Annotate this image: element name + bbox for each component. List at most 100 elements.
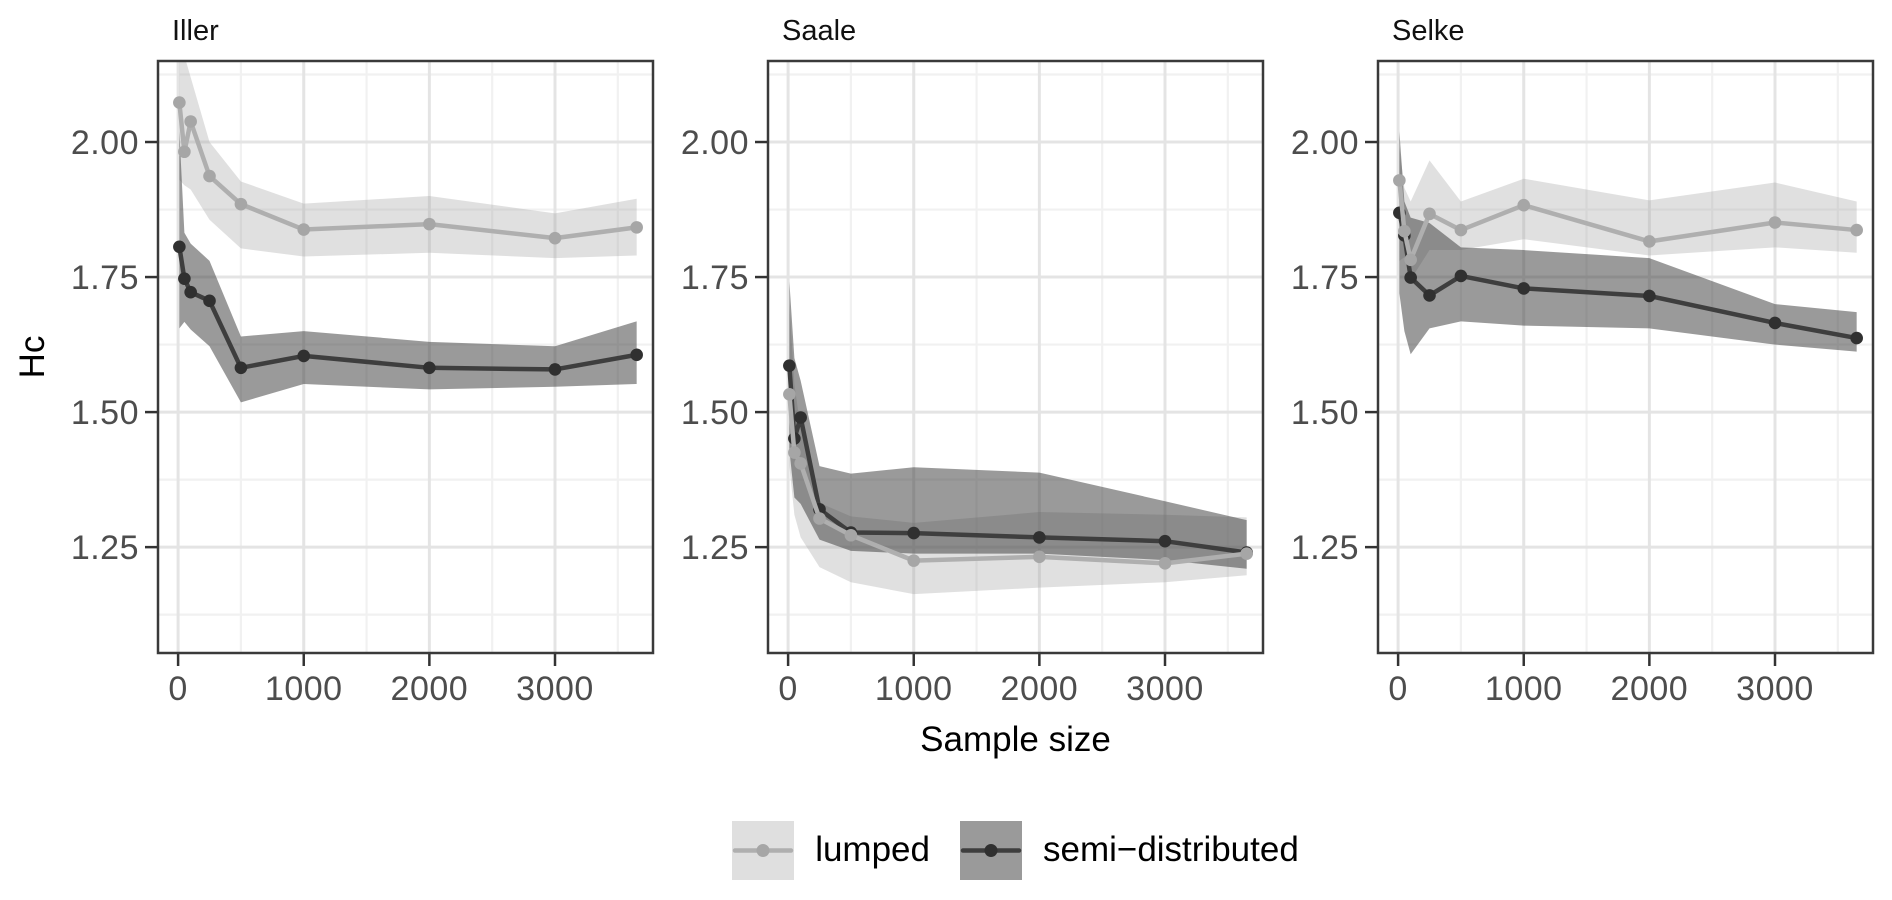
x-tick-label: 3000 [1736,670,1814,708]
series-lumped-point [794,457,808,470]
x-tick-label: 1000 [1485,670,1563,708]
series-semi-distributed-point [907,526,921,540]
series-semi-distributed-point [1643,289,1656,303]
series-lumped-point [1398,224,1411,238]
series-lumped-point [1404,253,1418,267]
x-tick-label: 0 [169,670,188,708]
y-tick-label: 1.25 [1291,529,1359,567]
series-semi-distributed-point [423,361,436,375]
series-lumped-point [1517,198,1531,212]
series-semi-distributed-point [297,349,311,363]
y-tick-label: 1.75 [681,259,749,297]
legend-label-lumped: lumped [815,830,930,869]
panel-chart-selke: Selke 0 1000 2000 3000 1.25 1.50 1.75 2.00 [1291,15,1875,708]
series-semi-distributed-point [234,361,248,375]
series-lumped-point [423,217,436,231]
legend-label-semi: semi−distributed [1042,830,1299,869]
series-lumped-point [297,223,311,236]
series-lumped-point [1769,216,1782,229]
x-tick-label: 1000 [265,670,343,708]
series-semi-distributed-point [1517,282,1531,295]
series-lumped-point [184,115,198,128]
series-lumped-point [549,231,562,245]
gridlines-selke [1378,61,1874,653]
series-lumped-point [630,221,644,234]
facet-label-saale: Saale [782,15,856,47]
ribbon-semi [1399,131,1857,355]
panel-border-iller [157,59,655,655]
series-semi-distributed-point [203,294,217,308]
data-layer-iller [173,61,644,403]
legend-key-semi-point [984,843,998,857]
series-lumped-point [1643,235,1656,248]
series-semi-distributed-point [630,348,644,362]
ribbon-lumped [1399,147,1857,280]
y-tick-label: 1.50 [71,394,139,432]
y-tick-label: 1.50 [681,394,749,432]
series-semi-distributed-point [1404,271,1418,284]
series-semi-distributed-point [1423,289,1437,302]
legend-key-lumped-point [756,843,770,857]
series-lumped-point [813,512,827,525]
legend-key-lumped [732,843,794,857]
legend-key-semi [960,843,1022,857]
series-lumped-point [907,554,921,567]
x-tick-label: 3000 [1126,670,1204,708]
series-lumped-point [1240,547,1254,560]
x-tick-label: 2000 [391,670,469,708]
data-layer-selke [1393,131,1864,355]
series-lumped-point [788,446,801,459]
series-semi-distributed-point [1850,331,1864,345]
series-lumped-point [1454,223,1468,237]
series-lumped-point [1159,557,1172,570]
panel-border-selke [1377,59,1875,655]
y-tick-label: 2.00 [1291,124,1359,162]
series-lumped-point [234,197,248,211]
y-tick-label: 1.75 [1291,259,1359,297]
series-semi-distributed-point [1454,269,1468,283]
facet-label-selke: Selke [1392,15,1465,47]
x-tick-label: 2000 [1611,670,1689,708]
legend-item-semi: semi−distributed [959,820,1299,880]
x-tick-label: 0 [779,670,798,708]
ribbon-lumped [179,61,637,259]
x-tick-label: 1000 [875,670,953,708]
panel-chart-iller: Iller 0 1000 2000 3000 1.25 1.50 1.75 2.00 [71,15,655,708]
series-lumped-point [1423,207,1437,221]
y-tick-label: 1.25 [71,529,139,567]
panel-border-saale [767,59,1265,655]
legend: lumped semi−distributed [158,812,1873,888]
y-tick-label: 1.50 [1291,394,1359,432]
legend-swatch-semi [959,820,1022,880]
y-tick-label: 1.25 [681,529,749,567]
legend-item-lumped: lumped [732,820,930,880]
x-tick-label: 3000 [516,670,594,708]
facet-label-iller: Iller [172,15,219,47]
series-lumped-point [1393,174,1406,187]
series-lumped-point [1033,550,1046,564]
series-semi-distributed-point [783,359,796,372]
series-semi-distributed-point [184,285,198,299]
series-lumped-point [178,145,191,159]
y-tick-label: 2.00 [71,124,139,162]
panel-chart-saale: Saale 0 1000 2000 3000 1.25 1.50 1.75 2.00 [681,15,1265,708]
ribbon-semi [789,281,1247,569]
y-tick-label: 1.75 [71,259,139,297]
x-tick-label: 2000 [1001,670,1079,708]
legend-swatch-lumped [732,820,795,880]
series-lumped-point [783,387,796,401]
x-axis-title: Sample size [920,720,1111,759]
series-lumped-point [203,169,217,183]
y-tick-label: 2.00 [681,124,749,162]
data-layer-saale [783,281,1254,595]
series-semi-distributed-point [1769,316,1782,330]
series-semi-distributed-point [178,272,191,285]
series-semi-distributed-point [173,240,186,254]
series-lumped-point [173,96,186,109]
ribbon-semi [179,131,637,403]
series-semi-distributed-point [794,411,808,424]
series-lumped-point [844,528,858,542]
series-lumped-point [1850,223,1864,237]
series-semi-distributed-point [549,363,562,376]
